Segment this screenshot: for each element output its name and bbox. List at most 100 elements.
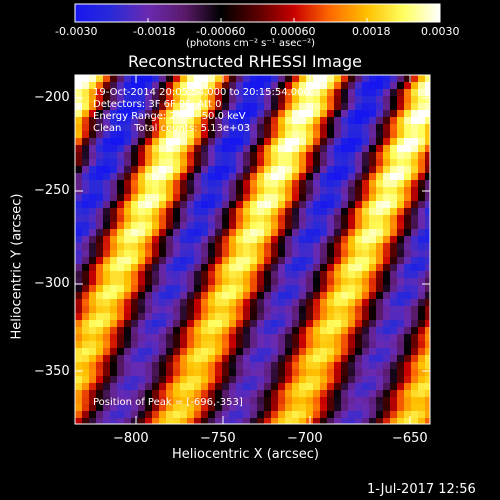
heatmap-pixel <box>313 180 321 188</box>
heatmap-pixel <box>222 159 230 167</box>
heatmap-pixel <box>278 362 286 370</box>
heatmap-pixel <box>376 369 384 377</box>
heatmap-pixel <box>264 320 272 328</box>
heatmap-pixel <box>334 285 342 293</box>
heatmap-pixel <box>208 397 216 405</box>
heatmap-pixel <box>306 292 314 300</box>
heatmap-pixel <box>166 138 174 146</box>
heatmap-pixel <box>110 201 118 209</box>
heatmap-pixel <box>229 404 237 412</box>
heatmap-pixel <box>257 75 265 83</box>
heatmap-pixel <box>236 411 244 419</box>
heatmap-pixel <box>138 271 146 279</box>
heatmap-pixel <box>425 285 430 293</box>
heatmap-pixel <box>96 376 104 384</box>
heatmap-pixel <box>397 299 405 307</box>
heatmap-pixel <box>306 404 314 412</box>
heatmap-pixel <box>278 355 286 363</box>
heatmap-pixel <box>306 82 314 90</box>
heatmap-pixel <box>236 96 244 104</box>
heatmap-pixel <box>208 362 216 370</box>
heatmap-pixel <box>243 348 251 356</box>
heatmap-pixel <box>425 243 430 251</box>
heatmap-pixel <box>250 138 258 146</box>
heatmap-pixel <box>383 131 391 139</box>
heatmap-pixel <box>362 383 370 391</box>
heatmap-pixel <box>159 131 167 139</box>
heatmap-pixel <box>194 418 202 424</box>
heatmap-pixel <box>180 243 188 251</box>
heatmap-pixel <box>299 117 307 125</box>
heatmap-pixel <box>131 110 139 118</box>
heatmap-pixel <box>327 152 335 160</box>
heatmap-pixel <box>418 180 426 188</box>
heatmap-pixel <box>166 173 174 181</box>
heatmap-pixel <box>369 264 377 272</box>
heatmap-pixel <box>159 236 167 244</box>
heatmap-pixel <box>222 369 230 377</box>
heatmap-pixel <box>180 418 188 424</box>
heatmap-pixel <box>89 194 97 202</box>
heatmap-pixel <box>124 166 132 174</box>
heatmap-pixel <box>138 341 146 349</box>
heatmap-pixel <box>334 397 342 405</box>
heatmap-pixel <box>425 299 430 307</box>
heatmap-pixel <box>110 390 118 398</box>
heatmap-pixel <box>418 257 426 265</box>
heatmap-pixel <box>229 376 237 384</box>
heatmap-pixel <box>222 334 230 342</box>
heatmap-pixel <box>390 369 398 377</box>
heatmap-pixel <box>243 96 251 104</box>
heatmap-pixel <box>215 222 223 230</box>
heatmap-pixel <box>250 348 258 356</box>
heatmap-pixel <box>103 117 111 125</box>
heatmap-pixel <box>299 418 307 424</box>
heatmap-pixel <box>117 285 125 293</box>
axis-ticks <box>75 75 430 424</box>
heatmap-pixel <box>397 229 405 237</box>
heatmap-pixel <box>292 383 300 391</box>
heatmap-pixel <box>411 96 419 104</box>
heatmap-pixel <box>117 383 125 391</box>
heatmap-pixel <box>397 124 405 132</box>
heatmap-pixel <box>131 152 139 160</box>
heatmap-pixel <box>390 229 398 237</box>
heatmap-pixel <box>166 159 174 167</box>
heatmap-pixel <box>257 131 265 139</box>
heatmap-pixel <box>138 292 146 300</box>
heatmap-pixel <box>117 166 125 174</box>
heatmap-pixel <box>320 236 328 244</box>
heatmap-pixel <box>278 320 286 328</box>
heatmap-pixel <box>124 299 132 307</box>
heatmap-pixel <box>362 222 370 230</box>
heatmap-pixel <box>173 215 181 223</box>
heatmap-pixel <box>271 173 279 181</box>
heatmap-pixel <box>341 264 349 272</box>
heatmap-pixel <box>411 341 419 349</box>
heatmap-pixel <box>166 299 174 307</box>
heatmap-pixel <box>369 285 377 293</box>
heatmap-pixel <box>292 285 300 293</box>
heatmap-pixel <box>103 418 111 424</box>
heatmap-pixel <box>187 208 195 216</box>
heatmap-pixel <box>348 278 356 286</box>
heatmap-pixel <box>306 117 314 125</box>
heatmap-pixel <box>236 383 244 391</box>
heatmap-pixel <box>313 110 321 118</box>
heatmap-pixel <box>82 145 90 153</box>
heatmap-pixel <box>208 236 216 244</box>
heatmap-pixel <box>82 383 90 391</box>
heatmap-pixel <box>257 334 265 342</box>
heatmap-pixel <box>117 313 125 321</box>
heatmap-pixel <box>369 89 377 97</box>
heatmap-pixel <box>313 75 321 83</box>
heatmap-pixel <box>159 89 167 97</box>
heatmap-pixel <box>82 334 90 342</box>
heatmap-pixel <box>89 271 97 279</box>
heatmap-pixel <box>383 194 391 202</box>
heatmap-pixel <box>341 376 349 384</box>
heatmap-pixel <box>124 257 132 265</box>
heatmap-pixel <box>411 369 419 377</box>
heatmap-pixel <box>124 152 132 160</box>
heatmap-pixel <box>96 110 104 118</box>
